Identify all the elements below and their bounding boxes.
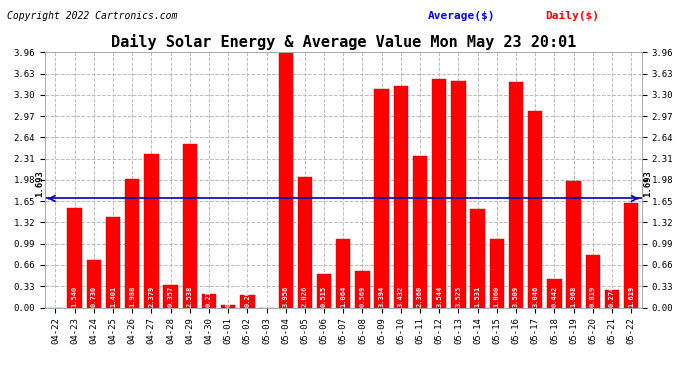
Bar: [451, 81, 466, 308]
Text: 3.956: 3.956: [283, 286, 288, 307]
Bar: [547, 279, 562, 308]
Bar: [471, 209, 485, 308]
Text: 3.544: 3.544: [436, 286, 442, 307]
Bar: [240, 295, 255, 307]
Bar: [604, 290, 619, 308]
Bar: [490, 239, 504, 308]
Bar: [106, 217, 120, 308]
Bar: [279, 53, 293, 307]
Bar: [317, 274, 331, 308]
Text: 1.693: 1.693: [643, 170, 652, 197]
Bar: [624, 203, 638, 308]
Text: 0.442: 0.442: [551, 286, 558, 307]
Text: 0.357: 0.357: [168, 286, 174, 307]
Bar: [201, 294, 216, 308]
Title: Daily Solar Energy & Average Value Mon May 23 20:01: Daily Solar Energy & Average Value Mon M…: [110, 34, 576, 50]
Text: 1.988: 1.988: [129, 286, 135, 307]
Bar: [528, 111, 542, 308]
Text: 0.000: 0.000: [52, 286, 59, 307]
Bar: [68, 209, 82, 308]
Bar: [586, 255, 600, 308]
Bar: [144, 154, 159, 308]
Text: 0.200: 0.200: [244, 286, 250, 307]
Text: 0.000: 0.000: [264, 286, 270, 307]
Text: 3.432: 3.432: [398, 286, 404, 307]
Text: 0.217: 0.217: [206, 286, 212, 307]
Text: 3.046: 3.046: [532, 286, 538, 307]
Bar: [297, 177, 312, 308]
Text: 3.394: 3.394: [379, 286, 384, 307]
Text: 2.360: 2.360: [417, 286, 423, 307]
Text: 3.509: 3.509: [513, 286, 519, 307]
Bar: [566, 181, 581, 308]
Bar: [183, 144, 197, 308]
Bar: [125, 180, 139, 308]
Text: 1.968: 1.968: [571, 286, 577, 307]
Bar: [164, 285, 178, 308]
Bar: [336, 239, 351, 308]
Text: 0.515: 0.515: [321, 286, 327, 307]
Bar: [355, 271, 370, 308]
Text: Copyright 2022 Cartronics.com: Copyright 2022 Cartronics.com: [7, 11, 177, 21]
Text: 1.540: 1.540: [72, 286, 77, 307]
Text: 1.064: 1.064: [340, 286, 346, 307]
Text: Average($): Average($): [428, 11, 495, 21]
Text: 2.026: 2.026: [302, 286, 308, 307]
Bar: [509, 81, 523, 308]
Bar: [394, 87, 408, 308]
Bar: [375, 89, 389, 308]
Bar: [86, 261, 101, 308]
Text: Daily($): Daily($): [545, 11, 599, 21]
Text: 2.379: 2.379: [148, 286, 155, 307]
Text: 1.060: 1.060: [494, 286, 500, 307]
Text: 0.819: 0.819: [590, 286, 595, 307]
Text: 0.730: 0.730: [91, 286, 97, 307]
Text: 3.525: 3.525: [455, 286, 462, 307]
Text: 1.619: 1.619: [628, 286, 634, 307]
Text: 2.538: 2.538: [187, 286, 193, 307]
Text: 0.569: 0.569: [359, 286, 366, 307]
Text: 0.274: 0.274: [609, 286, 615, 307]
Bar: [432, 79, 446, 308]
Text: 1.693: 1.693: [35, 170, 44, 197]
Text: 1.401: 1.401: [110, 286, 116, 307]
Bar: [413, 156, 427, 308]
Bar: [221, 305, 235, 308]
Text: 1.531: 1.531: [475, 286, 481, 307]
Text: 0.040: 0.040: [225, 286, 231, 307]
